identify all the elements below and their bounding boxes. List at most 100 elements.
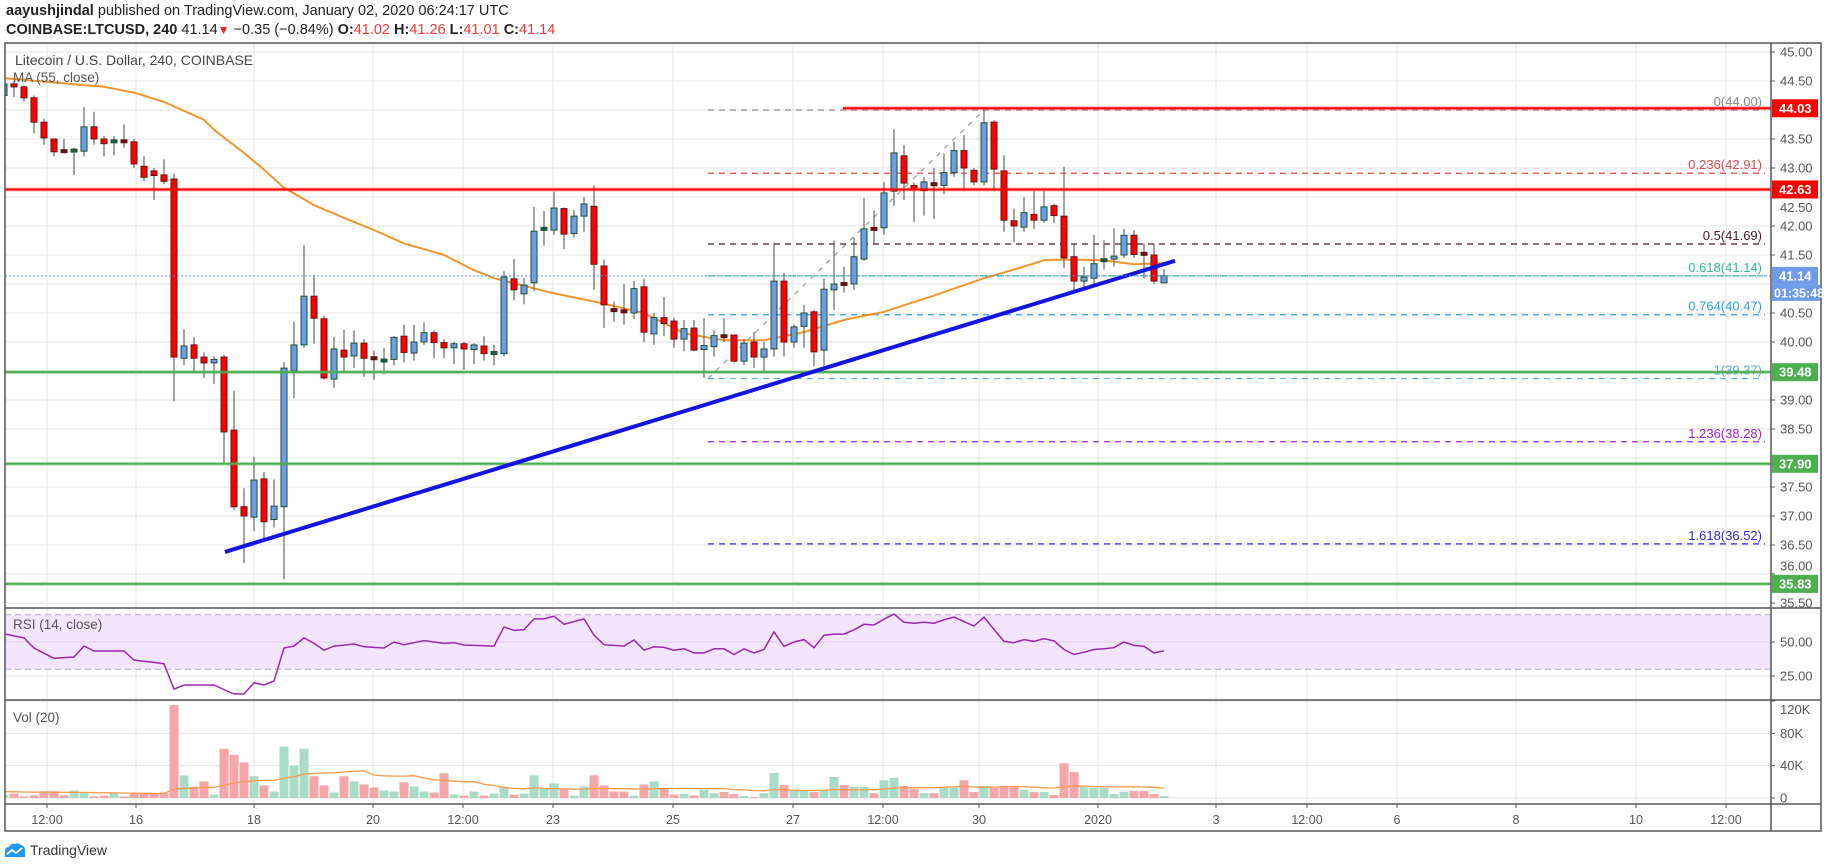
- fibonacci-retracement[interactable]: 0(44.00) 0.236(42.91) 0.5(41.69) 0.618(41.1…: [707, 94, 1765, 545]
- rsi-legend[interactable]: RSI (14, close): [13, 617, 103, 632]
- trend-line[interactable]: [224, 258, 1176, 554]
- candle-body: [870, 226, 878, 231]
- volume-bar: [1059, 763, 1069, 798]
- price-tag-label: 42.63: [1779, 182, 1812, 197]
- price-tag-label: 41.14: [1779, 268, 1812, 283]
- candle: [360, 339, 368, 377]
- fib-level-label: 0(44.00): [1714, 94, 1762, 109]
- candle-body: [110, 139, 118, 144]
- candle: [380, 347, 388, 374]
- candle: [320, 315, 328, 380]
- volume-bar: [99, 795, 109, 798]
- price-axis-label: 45.00: [1780, 45, 1813, 60]
- volume-bar: [569, 795, 579, 798]
- volume-bar: [219, 748, 229, 798]
- volume-bar: [819, 789, 829, 798]
- volume-bar: [519, 793, 529, 798]
- author-name[interactable]: aayushjindal: [6, 3, 94, 19]
- volume-bar: [389, 791, 399, 798]
- grid: [5, 43, 1771, 804]
- vol-legend[interactable]: Vol (20): [13, 710, 60, 725]
- axes[interactable]: 45.00 44.50 43.50 43.00 42.50 42.00 41.50 40.50…: [31, 45, 1812, 828]
- candle: [260, 471, 268, 540]
- candle-body: [40, 121, 48, 139]
- candle: [540, 210, 548, 246]
- candle: [840, 266, 848, 293]
- candle-body: [280, 367, 288, 508]
- time-axis-label[interactable]: 8: [1513, 813, 1520, 827]
- time-axis-label[interactable]: 10: [1629, 813, 1643, 827]
- candle: [990, 120, 998, 192]
- candle: [1030, 191, 1038, 229]
- candle-body: [1070, 256, 1078, 282]
- time-axis-label[interactable]: 25: [666, 813, 680, 827]
- candle-body: [880, 192, 888, 229]
- time-axis-label[interactable]: 2020: [1084, 813, 1112, 827]
- candle-body: [530, 230, 538, 284]
- volume-bar: [339, 776, 349, 798]
- time-axis-label[interactable]: 20: [366, 813, 380, 827]
- candle: [860, 198, 868, 261]
- time-axis-label[interactable]: 27: [786, 813, 800, 827]
- volume-bar: [139, 792, 149, 798]
- candle-body: [610, 308, 618, 313]
- time-axis-label[interactable]: 18: [247, 813, 261, 827]
- volume-bar: [1049, 795, 1059, 798]
- candle: [110, 136, 118, 156]
- volume-bar: [199, 781, 209, 798]
- candle: [280, 362, 288, 580]
- candle-body: [150, 170, 158, 177]
- candle-body: [50, 138, 58, 153]
- volume-axis-label: 0: [1780, 791, 1787, 806]
- candle-body: [710, 335, 718, 348]
- volume-bar: [369, 787, 379, 798]
- volume-bar: [749, 797, 759, 798]
- time-axis-label[interactable]: 6: [1394, 813, 1401, 827]
- candle: [660, 296, 668, 337]
- candle-body: [1040, 206, 1048, 221]
- time-axis-label[interactable]: 12:00: [447, 813, 478, 827]
- price-axis-label: 42.00: [1780, 219, 1813, 234]
- candle: [820, 278, 828, 366]
- candle-body: [640, 286, 648, 333]
- time-axis-label[interactable]: 23: [546, 813, 560, 827]
- open-value: 41.02: [353, 22, 390, 38]
- candle: [150, 168, 158, 200]
- candle: [330, 336, 338, 388]
- time-axis-label[interactable]: 16: [129, 813, 143, 827]
- volume-bar: [1119, 792, 1129, 798]
- volume-bar: [309, 776, 319, 798]
- volume-bar: [159, 792, 169, 798]
- candle: [1040, 191, 1048, 224]
- candle-body: [20, 86, 28, 99]
- time-axis-label[interactable]: 12:00: [31, 813, 62, 827]
- time-axis-label[interactable]: 12:00: [1710, 813, 1741, 827]
- volume-bar: [9, 793, 19, 798]
- candle-body: [390, 336, 398, 360]
- drawings[interactable]: [5, 106, 1771, 586]
- volume-bar: [809, 792, 819, 798]
- candle-body: [460, 343, 468, 350]
- candle: [720, 318, 728, 342]
- candle-body: [730, 334, 738, 362]
- time-axis-label[interactable]: 30: [972, 813, 986, 827]
- tradingview-logo[interactable]: TradingView: [4, 842, 107, 858]
- candle: [20, 85, 28, 102]
- candle: [630, 281, 638, 319]
- candle-body: [420, 332, 428, 343]
- ma-legend[interactable]: MA (55, close): [13, 70, 100, 85]
- price-axis-label: 40.50: [1780, 306, 1813, 321]
- time-axis-label[interactable]: 12:00: [1291, 813, 1322, 827]
- volume-bar: [469, 791, 479, 798]
- fib-level-label: 0.5(41.69): [1703, 228, 1762, 243]
- candle-body: [580, 203, 588, 217]
- volume-bar: [489, 793, 499, 798]
- candle: [830, 240, 838, 311]
- time-axis-label[interactable]: 3: [1213, 813, 1220, 827]
- time-axis-label[interactable]: 12:00: [867, 813, 898, 827]
- candle-body: [1050, 205, 1058, 217]
- volume-bar: [439, 773, 449, 798]
- chart-title: Litecoin / U.S. Dollar, 240, COINBASE: [15, 52, 254, 68]
- price-change: −0.35 (−0.84%): [233, 22, 334, 38]
